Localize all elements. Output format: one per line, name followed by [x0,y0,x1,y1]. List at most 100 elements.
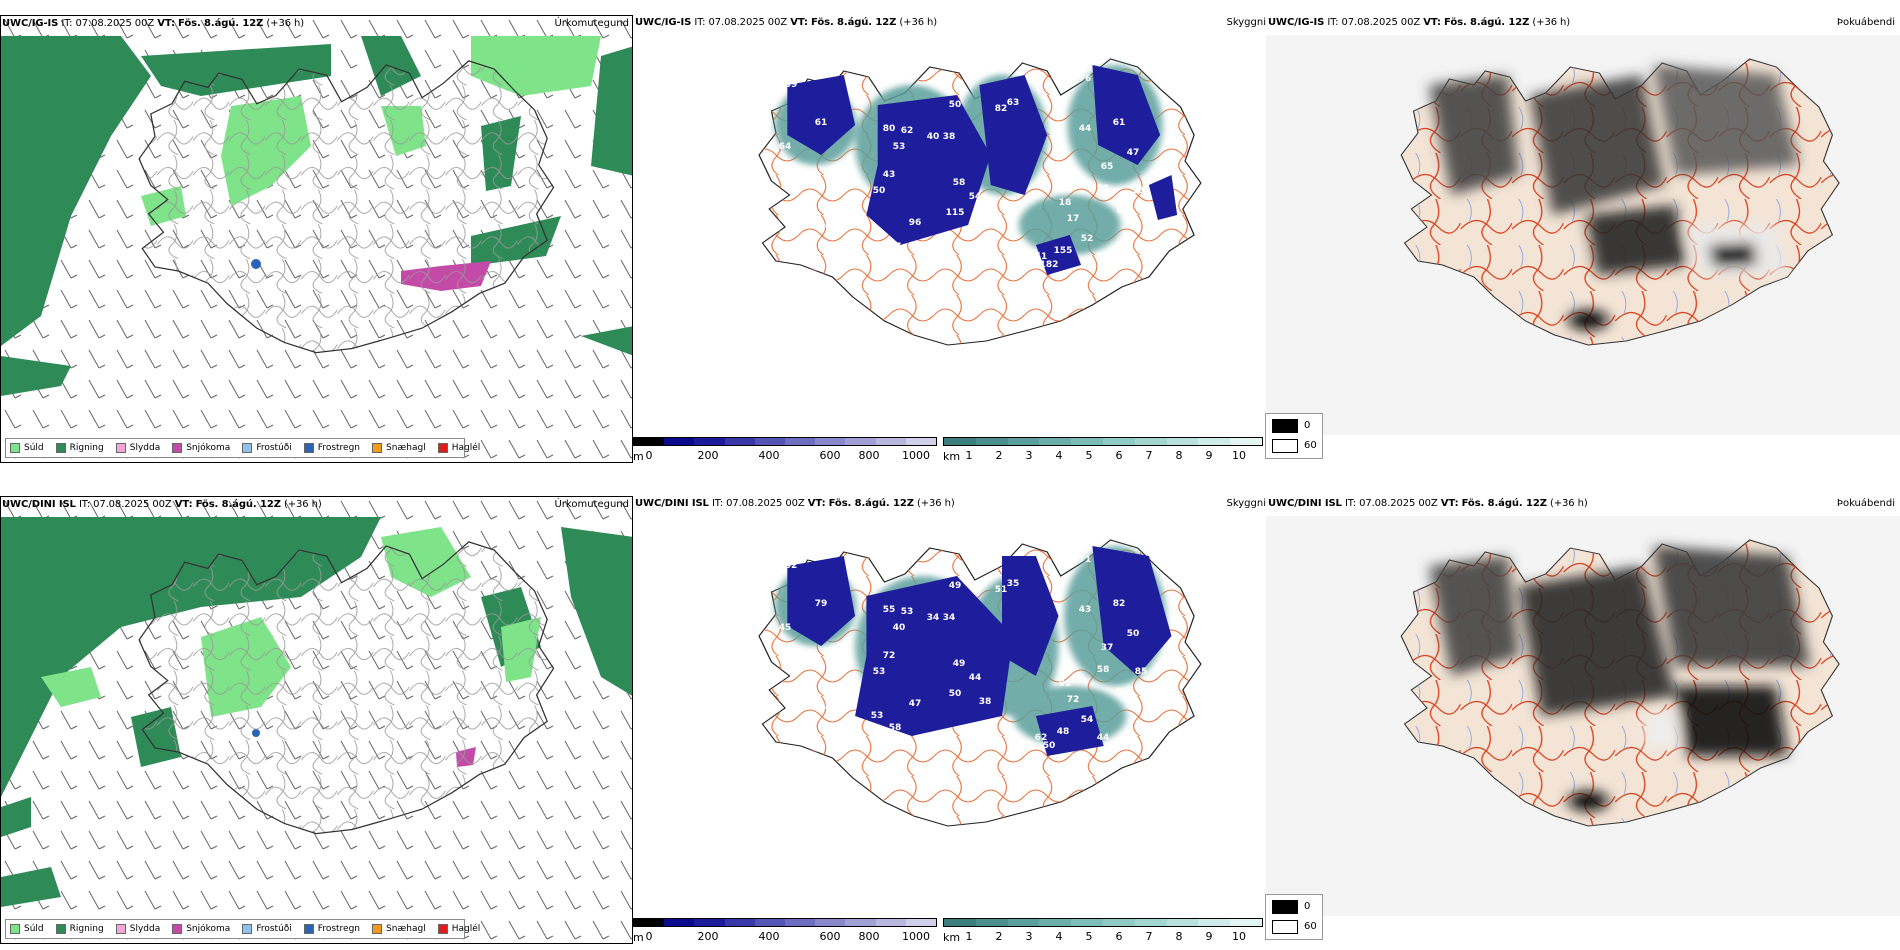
cloud-base-color-strip [633,918,937,927]
cloud-base-value-label: 97 [1117,687,1130,697]
cloud-base-value-label: 44 [1097,733,1110,743]
legend-swatch-black [1272,900,1298,914]
cloud-base-value-label: 97 [889,242,902,252]
cloud-base-value-label: 50 [1043,741,1056,751]
cloud-base-value-label: 46 [875,741,888,751]
precip-map-panel-1: UWC/IG-IS IT: 07.08.2025 00Z VT: Fös. 8.… [0,15,633,463]
tick-label: 1000 [902,930,930,943]
legend-item: Frostúði [242,443,292,453]
cloud-base-scale-2: m 0 200 400 600 800 1000 [633,918,937,944]
cloud-base-value-label: 37 [1101,643,1114,653]
cloud-base-value-label: 49 [953,659,966,669]
visibility-color-strip [943,918,1263,927]
cloud-base-value-label: 18 [1059,198,1072,208]
cloud-base-value-label: 51 [841,725,854,735]
cloud-base-value-label: 82 [1097,184,1110,194]
precip-product-title-1: Úrkomutegund [554,18,629,29]
cloud-base-value-label: 182 [1040,260,1059,270]
cloud-base-value-label: 44 [969,673,982,683]
cloud-base-value-label: 48 [1057,727,1070,737]
visibility-scale-2: km 1 2 3 4 5 6 7 8 9 10 [943,918,1263,944]
legend-item: Frostúði [242,924,292,934]
tick-label: 9 [1205,930,1213,943]
legend-item: Haglél [437,924,480,934]
cloud-base-value-label: 49 [949,581,962,591]
cloud-base-value-label: 40 [713,611,726,621]
precip-legend-1: Súld Rigning Slydda Snjókoma Frostúði Fr… [5,438,480,458]
fog-map-panel-2: UWC/DINI ISL IT: 07.08.2025 00Z VT: Fös.… [1266,496,1900,944]
cloud-base-value-label: 43 [1079,605,1092,615]
cloud-base-value-label: 53 [893,142,906,152]
fog-header-1: UWC/IG-IS IT: 07.08.2025 00Z VT: Fös. 8.… [1268,17,1571,28]
cloud-base-value-label: 16 [1097,252,1110,262]
tick-label: 600 [819,930,841,943]
cloud-base-value-label: 34 [943,613,956,623]
cloud-base-value-label: 64 [753,589,766,599]
cloudbase-header-2: UWC/DINI ISL IT: 07.08.2025 00Z VT: Fös.… [635,498,955,509]
tick-label: 3 [1025,930,1033,943]
cloudbase-map-panel-2: 59 39 52 61 64 40 79 45 55 53 40 34 34 49 51 35 71 43 82 37… [633,496,1266,944]
cloud-base-value-label: 51 [1035,252,1048,262]
cloud-base-unit: m [633,450,644,463]
legend-item: Slydda [115,924,160,934]
cloud-base-value-label: 51 [995,585,1008,595]
cloud-base-value-label: 63 [1007,98,1020,108]
cloud-base-value-label: 85 [1135,667,1148,677]
tick-label: 10 [1232,930,1246,943]
tick-label: 5 [1085,449,1093,462]
cloud-base-value-label: 54 [765,82,778,92]
precip-map-1 [1,16,632,462]
precip-header-1: UWC/IG-IS IT: 07.08.2025 00Z VT: Fös. 8.… [2,18,305,29]
cloud-base-value-label: 38 [979,697,992,707]
cloudbase-header-1: UWC/IG-IS IT: 07.08.2025 00Z VT: Fös. 8.… [635,17,938,28]
tick-label: 200 [697,449,719,462]
cloud-base-value-label: 50 [949,100,962,110]
tick-label: 4 [1055,930,1063,943]
fog-header-2: UWC/DINI ISL IT: 07.08.2025 00Z VT: Fös.… [1268,498,1588,509]
cloudbase-product-title-1: Skyggni [1226,17,1266,28]
legend-item: Rigning [55,924,104,934]
cloud-base-value-label: 72 [883,651,896,661]
fog-map-panel-1: UWC/IG-IS IT: 07.08.2025 00Z VT: Fös. 8.… [1266,15,1900,463]
tick-label: 800 [858,930,880,943]
cloud-base-value-label: 61 [841,244,854,254]
cloudbase-product-title-2: Skyggni [1226,498,1266,509]
cloud-base-value-label: 47 [1127,148,1140,158]
cloud-base-scale-1: m 0 200 400 600 800 1000 [633,437,937,463]
precip-header-2: UWC/DINI ISL IT: 07.08.2025 00Z VT: Fös.… [2,499,322,510]
cloud-base-value-label: 17 [1067,214,1080,224]
cloud-base-value-label: 96 [909,218,922,228]
cloud-base-value-label: 64 [779,142,792,152]
cloud-base-value-label: 62 [901,126,914,136]
legend-item: Rigning [55,443,104,453]
cloud-base-value-label: 35 [1007,579,1020,589]
cloud-base-value-label: 54 [969,192,982,202]
cloud-base-value-label: 44 [1079,124,1092,134]
cloud-base-value-label: 47 [909,699,922,709]
cloud-base-value-label: 58 [1097,665,1110,675]
legend-item: Haglél [437,443,480,453]
cloud-base-value-label: 52 [785,561,798,571]
cloud-base-color-strip [633,437,937,446]
legend-item: Snæhagl [372,443,426,453]
cloud-base-value-label: 62 [1035,733,1048,743]
cloud-base-value-label: 82 [995,104,1008,114]
cloud-base-value-label: 53 [871,711,884,721]
precip-map-2 [1,497,632,943]
legend-swatch-black [1272,419,1298,433]
tick-label: 0 [645,930,653,943]
legend-label: 60 [1304,440,1317,451]
tick-label: 400 [758,449,780,462]
legend-item: Slydda [115,443,160,453]
cloudbase-map-panel-1: 94 54 39 65 45 66 61 64 80 62 53 40 38 50 82 63 76 44 61 65… [633,15,1266,463]
cloud-base-value-label: 76 [1079,74,1092,84]
tick-label: 400 [758,930,780,943]
legend-item: Frostregn [303,924,360,934]
cloud-base-value-label: 38 [943,132,956,142]
legend-label: 0 [1304,420,1311,431]
cloud-base-value-label: 40 [893,623,906,633]
cloud-base-value-label: 34 [927,613,940,623]
cloud-base-unit: m [633,931,644,944]
